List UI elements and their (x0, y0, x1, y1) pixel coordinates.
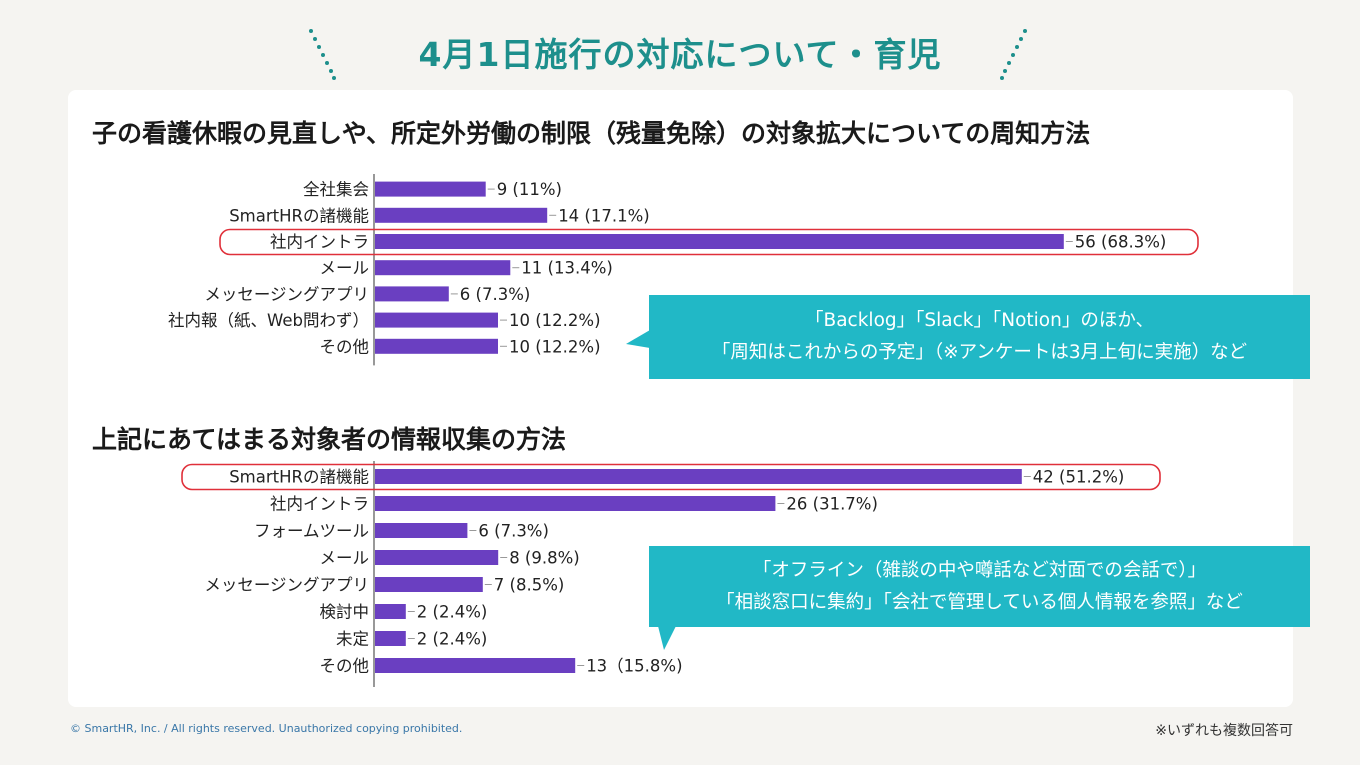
chart-1-value-label: 9 (11%) (497, 180, 562, 199)
chart-2-bar (375, 604, 406, 619)
chart-1-value-label: 56 (68.3%) (1075, 233, 1167, 252)
chart-2-bar (375, 631, 406, 646)
chart-1-value-label: 6 (7.3%) (460, 285, 531, 304)
chart-2-value-label: 26 (31.7%) (786, 495, 878, 514)
chart-1-value-label: 11 (13.4%) (521, 259, 613, 278)
chart-2-bar (375, 469, 1022, 484)
chart-1-value-label: 10 (12.2%) (509, 311, 601, 330)
chart-2-value-label: 13（15.8%) (586, 657, 682, 676)
page-title: 4月1日施行の対応について・育児 (418, 35, 942, 74)
chart-1-bar (375, 338, 498, 354)
chart-2-category-label: メール (320, 549, 370, 568)
callout-2-pointer (658, 626, 676, 650)
chart-2-bar (375, 496, 776, 511)
chart-1-title: 子の看護休暇の見直しや、所定外労働の制限（残量免除）の対象拡大についての周知方法 (92, 119, 1091, 148)
chart-1-bar (375, 181, 486, 197)
chart-1-value-label: 10 (12.2%) (509, 337, 601, 356)
chart-2-bar (375, 523, 468, 538)
callout-2-line-2: 「相談窓口に集約」「会社で管理している個人情報を参照」など (716, 591, 1243, 613)
chart-2-bar (375, 550, 499, 565)
chart-1-category-label: メール (320, 259, 370, 278)
chart-2-bar (375, 577, 483, 592)
chart-2-value-label: 2 (2.4%) (417, 603, 488, 622)
chart-2-category-label: 社内イントラ (270, 495, 369, 514)
multiple-answers-note: ※いずれも複数回答可 (1155, 723, 1293, 739)
chart-1-bar (375, 207, 548, 223)
callout-1-line-1: 「Backlog」「Slack」「Notion」のほか、 (805, 310, 1154, 331)
chart-1-category-label: SmartHRの諸機能 (229, 206, 369, 225)
chart-1-bar (375, 234, 1064, 249)
chart-1-bar (375, 312, 498, 328)
chart-2-bar (375, 658, 576, 673)
chart-1-category-label: メッセージングアプリ (204, 285, 369, 304)
chart-2-value-label: 8 (9.8%) (509, 549, 580, 568)
chart-2-category-label: 未定 (336, 630, 369, 649)
chart-2-highlight (181, 463, 1161, 491)
callout-2-line-1: 「オフライン（雑談の中や噂話など対面での会話で）」 (752, 559, 1207, 581)
chart-1-category-label: 社内報（紙、Web問わず） (168, 311, 369, 330)
copyright-footer: © SmartHR, Inc. / All rights reserved. U… (70, 722, 463, 735)
chart-1-value-label: 14 (17.1%) (558, 206, 650, 225)
chart-2-category-label: その他 (320, 657, 370, 676)
chart-2-value-label: 6 (7.3%) (478, 522, 549, 541)
chart-2-value-label: 42 (51.2%) (1033, 468, 1125, 487)
callout-1-line-2: 「周知はこれからの予定」（※アンケートは3月上旬に実施）など (711, 342, 1248, 363)
chart-1-category-label: 全社集会 (303, 180, 369, 199)
chart-2-title: 上記にあてはまる対象者の情報収集の方法 (92, 425, 567, 454)
chart-1-bar (375, 260, 511, 276)
callout-1-pointer (626, 330, 650, 348)
left-dotted-ornament (309, 29, 336, 80)
callout-1: 「Backlog」「Slack」「Notion」のほか、 「周知はこれからの予定… (649, 295, 1310, 379)
chart-1-highlight (219, 228, 1199, 256)
chart-2-category-label: メッセージングアプリ (204, 576, 369, 595)
chart-2-value-label: 7 (8.5%) (494, 576, 565, 595)
right-dotted-ornament (1000, 29, 1027, 80)
chart-2-category-label: フォームツール (254, 522, 369, 541)
chart-1-category-label: 社内イントラ (270, 233, 369, 252)
chart-2-category-label: 検討中 (320, 603, 370, 622)
callout-2: 「オフライン（雑談の中や噂話など対面での会話で）」 「相談窓口に集約」「会社で管… (649, 546, 1310, 627)
chart-1-bar (375, 286, 449, 302)
chart-2-value-label: 2 (2.4%) (417, 630, 488, 649)
chart-1-category-label: その他 (320, 337, 370, 356)
chart-2-category-label: SmartHRの諸機能 (229, 468, 369, 487)
